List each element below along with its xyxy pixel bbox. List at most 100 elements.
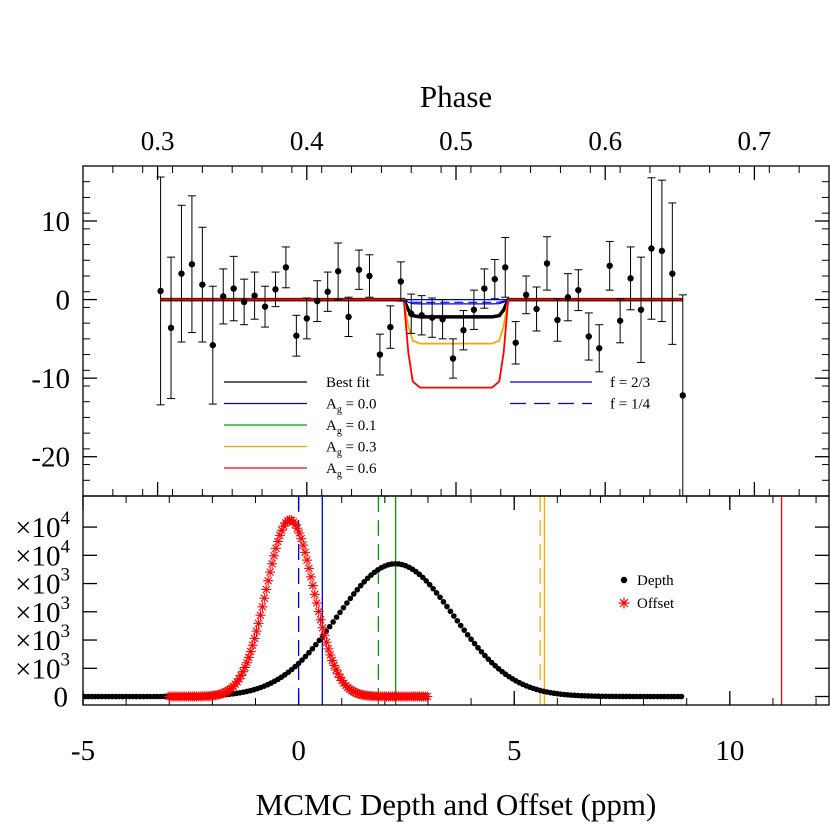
data-point	[637, 306, 645, 313]
model-curve	[160, 297, 683, 319]
x-tick-label: 5	[507, 735, 522, 767]
star-stroke	[301, 548, 309, 557]
phase-tick-label: 0.7	[738, 126, 772, 156]
depth-point	[309, 645, 316, 652]
offset-point	[302, 555, 313, 566]
depth-point	[475, 644, 481, 651]
star-stroke	[305, 564, 313, 573]
y-tick-label: 0	[56, 285, 71, 317]
star-stroke	[322, 638, 331, 647]
data-point	[491, 275, 498, 283]
depth-point	[451, 613, 457, 619]
legend-label: Ag = 0.6	[326, 461, 377, 480]
offset-point	[272, 536, 283, 547]
star-stroke	[324, 644, 333, 653]
star-stroke	[312, 599, 321, 607]
star-stroke	[314, 607, 323, 616]
data-point	[240, 298, 248, 306]
data-point	[470, 306, 478, 313]
data-point	[408, 310, 415, 317]
depth-point	[444, 603, 450, 610]
offset-point	[265, 567, 276, 578]
depth-point	[299, 657, 305, 663]
offset-point	[303, 563, 314, 574]
offset-point	[422, 691, 433, 702]
depth-point	[344, 600, 350, 606]
data-point	[220, 293, 227, 300]
data-point	[460, 327, 467, 334]
star-stroke	[299, 541, 308, 550]
star-stroke	[303, 556, 311, 565]
star-stroke	[318, 623, 327, 632]
model-curve	[160, 299, 683, 303]
data-point	[648, 245, 655, 252]
y-tick-label: ×104	[15, 536, 70, 572]
top-panel: 0.3 0.4 0.5 0.6 0.7 10 0 -10 -20 Best fit Ag = 0.0…	[31, 126, 830, 497]
star-stroke	[307, 572, 315, 581]
offset-point	[253, 618, 264, 629]
model-curve	[160, 298, 683, 345]
bottom-panel: -5 0 5 100×103×103×103×103×104×104DepthOffs…	[15, 495, 830, 767]
x-tick-label: -5	[71, 735, 95, 767]
depth-point	[337, 609, 343, 616]
data-point	[199, 281, 206, 288]
data-point	[209, 341, 217, 349]
offset-point	[270, 543, 281, 554]
data-point	[293, 332, 300, 339]
data-point	[251, 292, 258, 299]
star-stroke	[291, 520, 300, 529]
depth-point	[468, 636, 474, 643]
data-point	[439, 316, 446, 323]
star-stroke	[332, 666, 341, 674]
legend-marker	[620, 576, 628, 584]
offset-point	[305, 571, 316, 582]
depth-point	[295, 660, 302, 667]
y-tick-label: ×103	[15, 565, 70, 601]
star-stroke	[310, 590, 319, 599]
star-stroke	[268, 559, 276, 568]
legend-label: Depth	[637, 573, 674, 589]
data-point	[188, 261, 196, 268]
offset-point	[300, 547, 311, 558]
data-point	[324, 288, 331, 295]
data-point	[533, 305, 540, 313]
phase-tick-label: 0.5	[439, 126, 473, 156]
depth-point	[354, 586, 361, 593]
y-tick-label: ×103	[15, 593, 70, 629]
y-tick-label: ×104	[15, 508, 70, 544]
depth-point	[471, 640, 478, 647]
model-curve	[160, 298, 683, 389]
legend-label: Ag = 0.0	[326, 397, 377, 416]
star-stroke	[264, 576, 273, 585]
offset-point	[311, 598, 322, 609]
data-point	[575, 286, 582, 294]
data-point	[627, 275, 634, 282]
data-point	[282, 264, 290, 271]
star-stroke	[328, 656, 337, 665]
data-point	[376, 351, 384, 358]
offset-point	[255, 610, 266, 621]
top-axis-title: Phase	[420, 79, 492, 114]
x-axis-title: MCMC Depth and Offset (ppm)	[256, 787, 657, 822]
offset-point	[317, 622, 328, 633]
depth-point	[440, 599, 447, 605]
data-point	[418, 312, 425, 319]
phase-tick-label: 0.6	[588, 126, 622, 156]
phase-tick-label: 0.4	[290, 126, 324, 156]
depth-point	[454, 617, 461, 624]
data-point	[564, 294, 572, 301]
star-stroke	[293, 524, 302, 533]
offset-point	[249, 633, 260, 644]
offset-point	[321, 637, 332, 648]
star-stroke	[260, 594, 269, 603]
depth-point	[447, 608, 454, 615]
depth-point	[433, 590, 440, 596]
star-stroke	[330, 661, 339, 670]
data-point	[261, 303, 269, 310]
star-stroke	[423, 692, 432, 701]
offset-point	[263, 575, 274, 586]
x-tick-label: 10	[715, 735, 744, 767]
data-point	[366, 272, 373, 280]
